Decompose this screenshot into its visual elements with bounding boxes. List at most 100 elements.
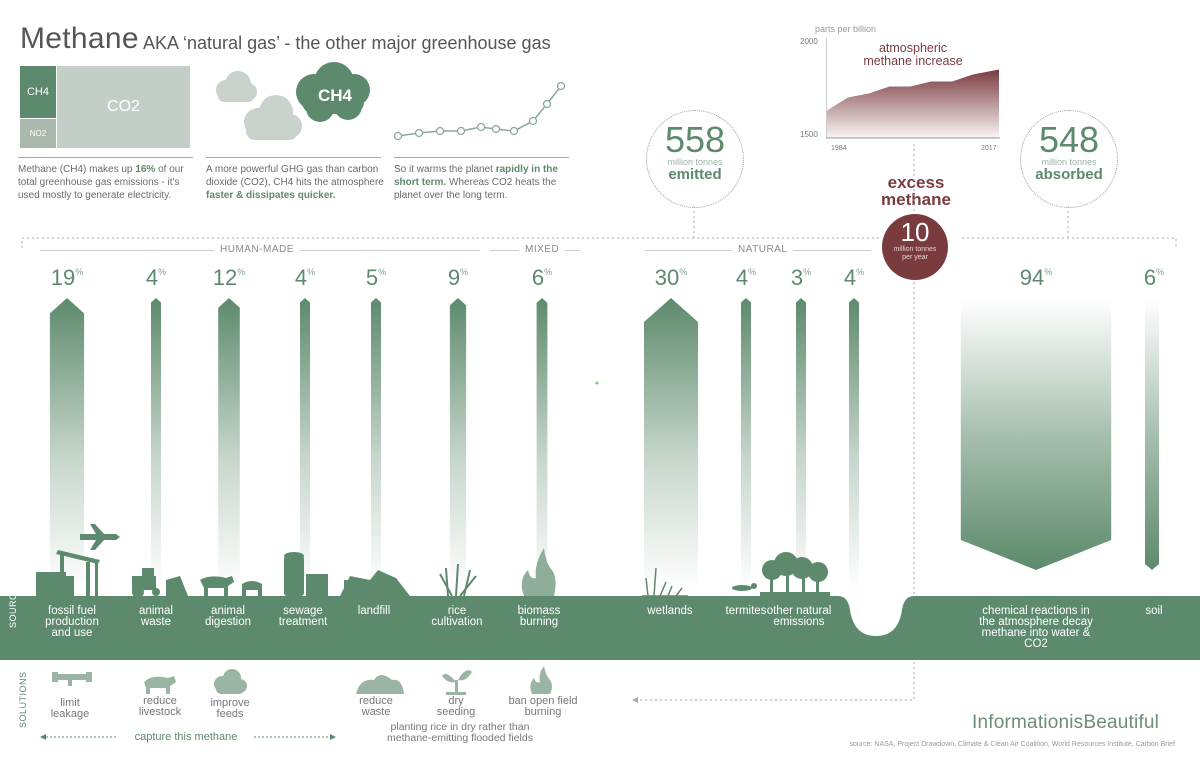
source-label-animal-digestion: animal digestion bbox=[204, 605, 252, 628]
solution-reduce-waste: reduce waste bbox=[359, 695, 393, 718]
sources-band bbox=[0, 596, 836, 660]
wetland-grass-icon bbox=[642, 567, 688, 597]
y-tick-top: 2000 bbox=[800, 37, 818, 46]
emitted-unit: million tonnes bbox=[667, 157, 723, 167]
capture-arrow bbox=[40, 734, 336, 740]
solution-icons bbox=[52, 666, 552, 695]
ch4-box: CH4 bbox=[20, 66, 56, 118]
source-label-sewage: sewage treatment bbox=[278, 605, 328, 628]
source-label-rice: rice cultivation bbox=[431, 605, 483, 628]
tractor-icon bbox=[132, 568, 188, 598]
source-label-fossil-fuel: fossil fuel production and use bbox=[45, 605, 99, 639]
page-title: Methane bbox=[20, 22, 139, 55]
methane-area bbox=[827, 69, 999, 138]
source-label-landfill: landfill bbox=[357, 605, 391, 617]
pct-landfill: 5% bbox=[365, 265, 387, 290]
pct-termites: 4% bbox=[735, 265, 757, 290]
x-tick-start: 1984 bbox=[831, 145, 847, 152]
arrow-other-natural bbox=[796, 298, 806, 590]
source-label-biomass: biomass burning bbox=[517, 605, 561, 628]
pct-chemical-reactions: 94% bbox=[1019, 265, 1053, 290]
landfill-icon bbox=[340, 570, 410, 596]
sewage-tank-icon bbox=[284, 552, 328, 596]
fire-icon bbox=[530, 666, 552, 694]
ppb-axis-label: parts per billion bbox=[815, 24, 877, 34]
excess-unit: million tonnes per year bbox=[893, 246, 937, 261]
source-label-termites: termites bbox=[725, 605, 767, 617]
source-label-animal-waste: animal waste bbox=[139, 605, 173, 628]
no2-box: NO2 bbox=[20, 119, 56, 148]
co2-box: CO2 bbox=[57, 66, 190, 148]
divider bbox=[18, 157, 193, 158]
sources-axis-label: SOURCES bbox=[8, 579, 18, 628]
rice-note: planting rice in dry rather than methane… bbox=[387, 721, 533, 744]
ocean-label: ocean bbox=[864, 616, 896, 628]
pct-soil: 6% bbox=[1143, 265, 1165, 290]
medium-cloud-icon bbox=[244, 95, 302, 140]
category-natural: NATURAL bbox=[732, 244, 794, 255]
emitted-label: emitted bbox=[668, 166, 722, 183]
pipe-icon bbox=[52, 672, 92, 686]
y-tick-bottom: 1500 bbox=[800, 130, 818, 139]
source-label-wetlands: wetlands bbox=[647, 605, 693, 617]
sink-label-soil: soil bbox=[1145, 605, 1163, 617]
arrow-animal-digestion bbox=[218, 298, 240, 590]
emitted-circle: 558 million tonnes emitted bbox=[646, 110, 744, 208]
arrow-rice bbox=[449, 298, 467, 590]
feed-bush-icon bbox=[214, 669, 247, 694]
source-note: source: NASA, Project Drawdown, Climate … bbox=[849, 741, 1175, 748]
cow-icon bbox=[200, 576, 262, 596]
intro-text-1: Methane (CH4) makes up 16% of our total … bbox=[18, 164, 184, 201]
cloud-illustration bbox=[216, 62, 370, 140]
termite-icon bbox=[732, 583, 757, 591]
brand-logo: InformationisBeautiful bbox=[972, 712, 1160, 733]
pct-animal-digestion: 12% bbox=[212, 265, 246, 290]
category-human-made: HUMAN-MADE bbox=[214, 244, 300, 255]
cow-icon bbox=[144, 676, 176, 694]
pct-fossil-fuel: 19% bbox=[50, 265, 84, 290]
excess-circle: 10 million tonnes per year bbox=[882, 214, 948, 280]
arrow-sewage bbox=[300, 298, 310, 590]
pct-animal-waste: 4% bbox=[145, 265, 167, 290]
page-subtitle: AKA ‘natural gas’ - the other major gree… bbox=[143, 33, 551, 53]
divider bbox=[394, 157, 569, 158]
absorbed-circle: 548 million tonnes absorbed bbox=[1020, 110, 1118, 208]
ch4-cloud-label: CH4 bbox=[317, 86, 352, 105]
chart-title: atmospheric methane increase bbox=[863, 41, 963, 68]
excess-value: 10 bbox=[900, 217, 930, 247]
arrow-biomass bbox=[536, 298, 548, 590]
fire-icon bbox=[521, 548, 556, 596]
arrow-termites bbox=[741, 298, 751, 590]
intro-text-2: A more powerful GHG gas than carbon diox… bbox=[206, 164, 384, 201]
arrow-chemical-reactions bbox=[960, 300, 1112, 570]
waste-pile-icon bbox=[356, 675, 404, 694]
solution-dry-seeding: dry seeding bbox=[436, 695, 476, 718]
x-tick-end: 2017 bbox=[981, 145, 997, 152]
pct-wetlands: 30% bbox=[654, 265, 688, 290]
source-icons bbox=[36, 524, 830, 598]
pct-natural-extra: 4% bbox=[843, 265, 865, 290]
trees-icon bbox=[760, 552, 830, 596]
pct-rice: 9% bbox=[447, 265, 469, 290]
rice-plant-icon bbox=[439, 563, 477, 597]
ghg-share-boxes: CH4 NO2 CO2 bbox=[20, 66, 190, 148]
arrow-fossil-fuel bbox=[49, 298, 85, 590]
solution-limit-leakage: limit leakage bbox=[50, 697, 90, 720]
methane-increase-chart bbox=[826, 38, 1000, 139]
intro-text-3: So it warms the planet rapidly in the sh… bbox=[394, 164, 558, 201]
excess-title: excess methane bbox=[881, 173, 951, 209]
arrow-soil bbox=[1145, 300, 1159, 570]
arrow-wetlands bbox=[644, 298, 698, 590]
absorbed-value: 548 bbox=[1038, 119, 1100, 160]
pct-sewage: 4% bbox=[294, 265, 316, 290]
oil-pump-icon bbox=[36, 550, 100, 596]
ch4-cloud-icon bbox=[296, 62, 370, 122]
absorbed-unit: million tonnes bbox=[1041, 157, 1097, 167]
source-label-other-natural: other natural emissions bbox=[766, 605, 832, 628]
sink-label-chemical: chemical reactions in the atmosphere dec… bbox=[979, 605, 1093, 650]
arrow-animal-waste bbox=[151, 298, 161, 590]
category-mixed: MIXED bbox=[519, 244, 566, 255]
arrow-landfill bbox=[371, 298, 381, 590]
